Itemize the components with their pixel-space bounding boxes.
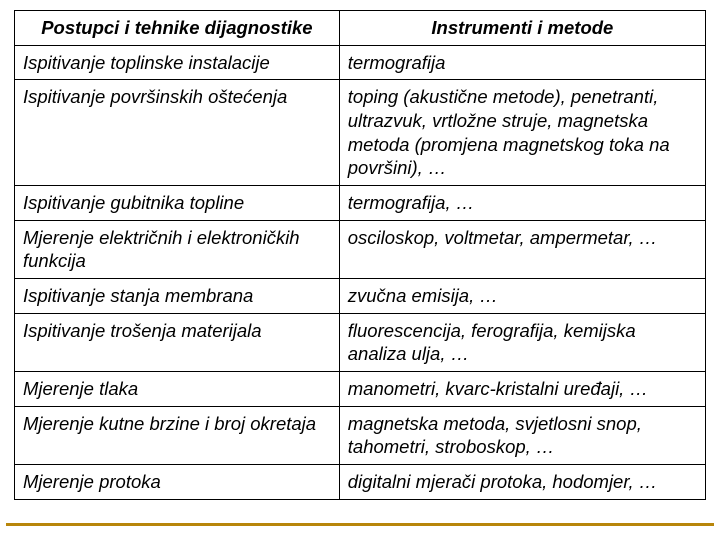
table-header-row: Postupci i tehnike dijagnostike Instrume… (15, 11, 706, 46)
table-row: Mjerenje tlaka manometri, kvarc-kristaln… (15, 372, 706, 407)
cell-instrument: toping (akustične metode), penetranti, u… (339, 80, 705, 186)
cell-procedure: Mjerenje kutne brzine i broj okretaja (15, 406, 340, 464)
cell-instrument: osciloskop, voltmetar, ampermetar, … (339, 220, 705, 278)
table-row: Ispitivanje stanja membrana zvučna emisi… (15, 279, 706, 314)
cell-procedure: Ispitivanje površinskih oštećenja (15, 80, 340, 186)
cell-procedure: Ispitivanje gubitnika topline (15, 186, 340, 221)
cell-procedure: Ispitivanje trošenja materijala (15, 313, 340, 371)
cell-procedure: Mjerenje tlaka (15, 372, 340, 407)
table-container: Postupci i tehnike dijagnostike Instrume… (0, 0, 720, 514)
cell-instrument: manometri, kvarc-kristalni uređaji, … (339, 372, 705, 407)
cell-instrument: termografija (339, 45, 705, 80)
diagnostics-table: Postupci i tehnike dijagnostike Instrume… (14, 10, 706, 500)
table-row: Ispitivanje toplinske instalacije termog… (15, 45, 706, 80)
table-row: Mjerenje električnih i elektroničkih fun… (15, 220, 706, 278)
table-row: Ispitivanje trošenja materijala fluoresc… (15, 313, 706, 371)
table-row: Ispitivanje površinskih oštećenja toping… (15, 80, 706, 186)
cell-instrument: digitalni mjerači protoka, hodomjer, … (339, 465, 705, 500)
cell-instrument: termografija, … (339, 186, 705, 221)
table-row: Mjerenje protoka digitalni mjerači proto… (15, 465, 706, 500)
cell-instrument: zvučna emisija, … (339, 279, 705, 314)
cell-procedure: Ispitivanje stanja membrana (15, 279, 340, 314)
header-instruments: Instrumenti i metode (339, 11, 705, 46)
table-row: Ispitivanje gubitnika topline termografi… (15, 186, 706, 221)
cell-instrument: fluorescencija, ferografija, kemijska an… (339, 313, 705, 371)
bottom-rule (6, 523, 714, 526)
cell-procedure: Mjerenje električnih i elektroničkih fun… (15, 220, 340, 278)
table-row: Mjerenje kutne brzine i broj okretaja ma… (15, 406, 706, 464)
cell-procedure: Mjerenje protoka (15, 465, 340, 500)
cell-procedure: Ispitivanje toplinske instalacije (15, 45, 340, 80)
header-procedures: Postupci i tehnike dijagnostike (15, 11, 340, 46)
cell-instrument: magnetska metoda, svjetlosni snop, tahom… (339, 406, 705, 464)
